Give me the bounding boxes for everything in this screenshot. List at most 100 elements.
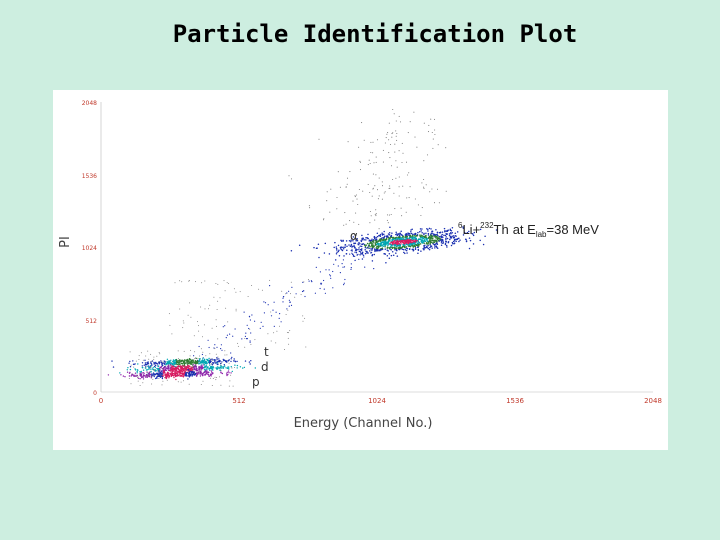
event-point [355, 194, 358, 196]
event-point [405, 238, 407, 240]
event-point [451, 226, 454, 229]
event-point [323, 252, 326, 254]
event-point [371, 249, 373, 251]
event-point [440, 236, 442, 239]
event-point [146, 369, 149, 371]
event-point [185, 371, 187, 373]
event-point [206, 368, 208, 370]
event-point [395, 130, 397, 132]
event-point [216, 309, 218, 310]
event-point [226, 361, 228, 363]
event-point [224, 354, 226, 356]
event-point [374, 250, 376, 253]
event-point [177, 363, 179, 366]
event-point [151, 360, 154, 362]
event-point [445, 239, 447, 241]
event-point [334, 259, 337, 261]
event-point [385, 261, 387, 264]
event-point [432, 138, 434, 140]
event-point [423, 245, 425, 247]
event-point [224, 290, 226, 292]
event-point [376, 235, 379, 238]
event-point [423, 122, 425, 124]
event-point [377, 242, 380, 245]
event-point [346, 249, 348, 251]
event-point [243, 311, 245, 313]
event-point [384, 191, 386, 193]
event-point [351, 253, 354, 255]
event-point [402, 238, 405, 241]
event-point [281, 290, 283, 292]
event-point [235, 308, 237, 310]
event-point [398, 195, 400, 197]
event-point [162, 380, 164, 382]
event-point [157, 368, 159, 371]
event-point [366, 242, 369, 245]
event-point [164, 366, 166, 369]
event-point [407, 242, 409, 245]
event-point [151, 383, 153, 385]
event-point [374, 249, 376, 251]
event-point [142, 382, 144, 384]
event-point [408, 241, 410, 243]
event-point [236, 364, 239, 367]
event-point [192, 364, 195, 366]
event-point [288, 299, 290, 301]
event-point [159, 373, 161, 375]
event-point [212, 362, 214, 365]
event-point [349, 220, 351, 222]
event-point [369, 191, 371, 194]
event-point [192, 370, 194, 373]
event-point [426, 227, 428, 230]
event-point [392, 238, 395, 241]
event-point [369, 246, 371, 248]
event-point [137, 363, 139, 365]
event-point [359, 160, 361, 162]
event-point [354, 251, 356, 253]
event-point [199, 371, 201, 373]
event-point [343, 266, 346, 268]
event-point [389, 236, 392, 238]
event-point [127, 367, 129, 369]
event-point [401, 238, 403, 241]
event-point [398, 242, 401, 245]
event-point [193, 368, 196, 371]
event-point [389, 185, 391, 187]
event-point [126, 371, 129, 373]
event-point [402, 241, 404, 243]
event-point [162, 373, 165, 375]
event-point [129, 351, 131, 353]
event-point [171, 371, 173, 373]
event-point [161, 374, 163, 376]
event-point [472, 243, 475, 245]
event-point [408, 234, 410, 236]
event-point [279, 313, 281, 315]
event-point [357, 248, 359, 251]
event-point [400, 207, 402, 209]
event-point [128, 362, 130, 364]
event-point [179, 308, 181, 310]
event-point [280, 321, 282, 323]
event-point [195, 365, 197, 368]
event-point [388, 237, 390, 239]
event-point [346, 177, 349, 179]
event-point [372, 173, 374, 175]
event-point [431, 239, 434, 242]
event-point [176, 366, 178, 368]
event-point [370, 248, 372, 250]
event-point [190, 349, 192, 351]
event-point [221, 349, 223, 351]
event-point [122, 375, 125, 377]
particle-label-deuteron: d [261, 360, 269, 374]
event-point [358, 247, 360, 249]
event-point [157, 374, 159, 376]
event-point [282, 301, 284, 303]
event-point [251, 285, 253, 286]
event-point [128, 375, 131, 377]
event-point [378, 177, 380, 179]
event-point [217, 283, 219, 285]
event-point [111, 360, 113, 362]
event-point [167, 369, 170, 371]
event-point [328, 253, 331, 255]
event-point [288, 175, 290, 177]
